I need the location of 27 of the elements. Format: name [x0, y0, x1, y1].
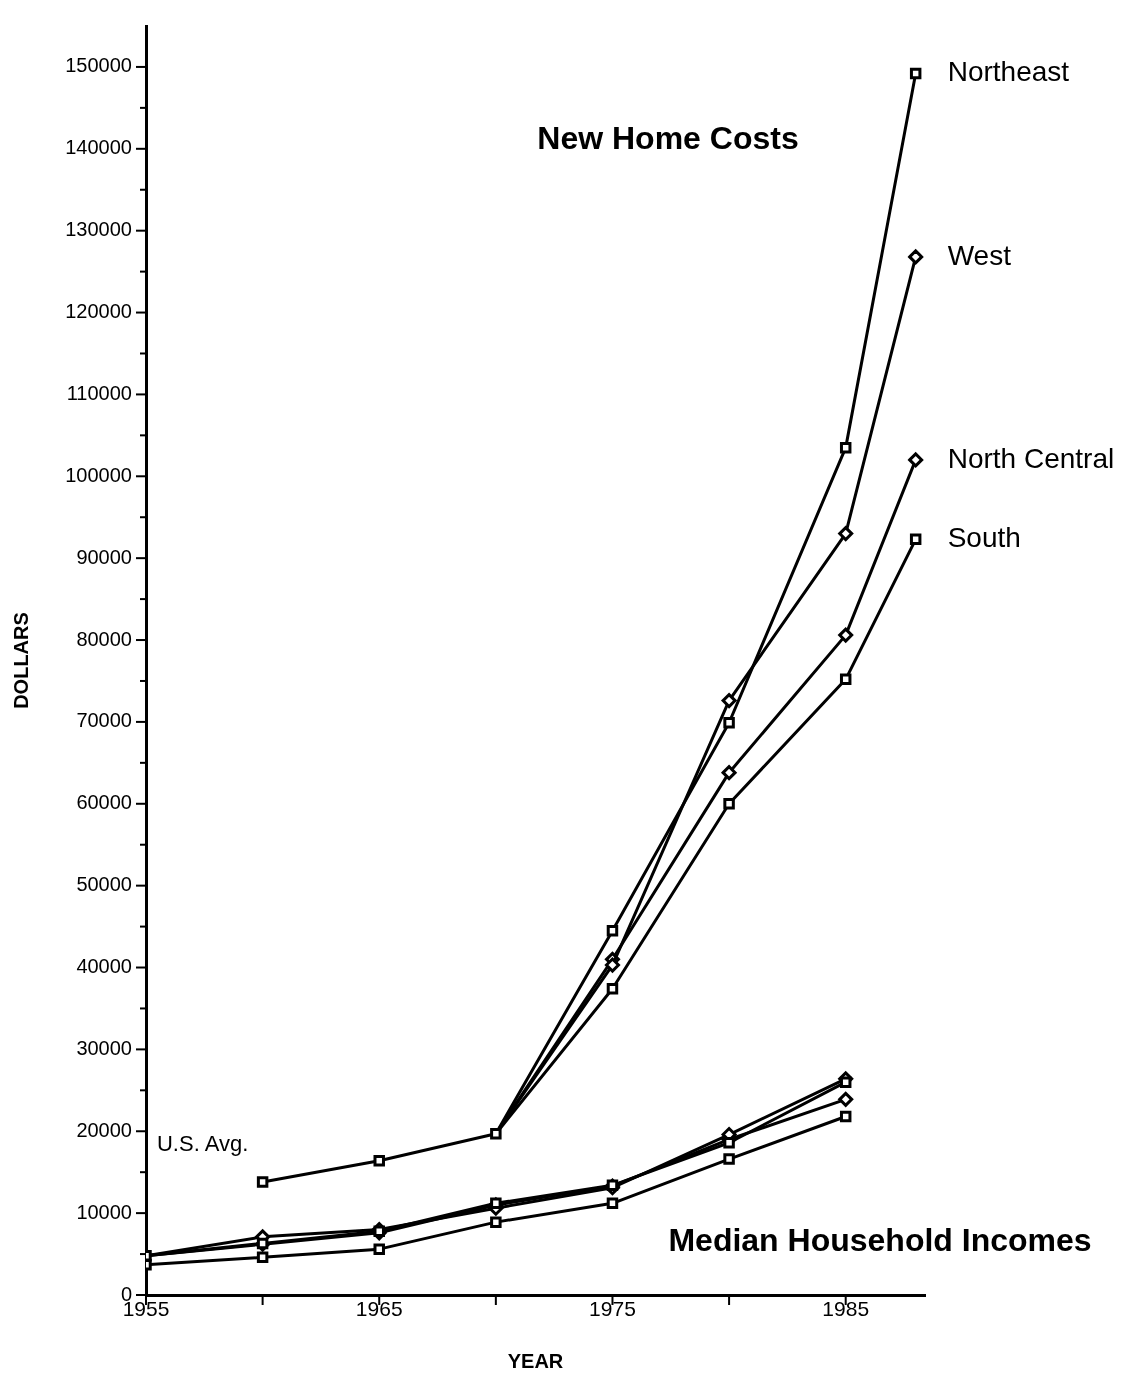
y-tick-label: 150000	[65, 54, 132, 77]
x-tick-label: 1985	[822, 1297, 870, 1321]
series-label: U.S. Avg.	[156, 1131, 249, 1157]
y-tick-label: 140000	[65, 136, 132, 159]
y-tick-label: 110000	[66, 381, 132, 404]
y-tick-label: 50000	[76, 873, 132, 896]
series-label: North Central	[947, 442, 1115, 474]
y-tick-label: 130000	[65, 218, 132, 241]
series-label: West	[947, 239, 1012, 271]
y-tick-label: 20000	[76, 1118, 132, 1141]
x-axis-title: YEAR	[507, 1349, 564, 1372]
annotation: New Home Costs	[537, 119, 799, 156]
y-tick-label: 70000	[76, 709, 132, 732]
series-label: Northeast	[947, 56, 1070, 88]
y-tick-label: 90000	[76, 545, 132, 568]
y-tick-label: 100000	[65, 463, 132, 486]
series-label: South	[947, 522, 1021, 554]
y-axis-title: DOLLARS	[9, 612, 32, 709]
y-tick-label: 60000	[76, 791, 132, 814]
annotation: Median Household Incomes	[668, 1221, 1092, 1258]
y-tick-label: 30000	[76, 1036, 132, 1059]
x-tick-label: 1975	[589, 1297, 636, 1321]
y-tick-label: 10000	[76, 1200, 132, 1223]
y-tick-label: 120000	[65, 300, 132, 323]
y-tick-label: 40000	[76, 955, 132, 978]
y-tick-label: 80000	[76, 627, 132, 650]
x-tick-label: 1965	[355, 1297, 403, 1321]
